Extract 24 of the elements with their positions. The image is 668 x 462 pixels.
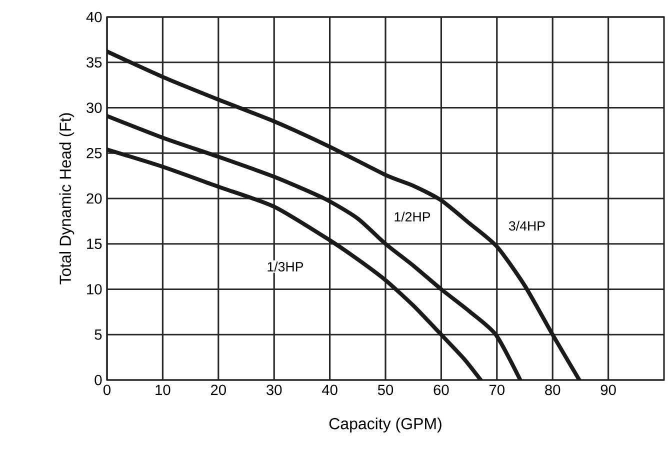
y-tick-label: 40 xyxy=(86,12,102,22)
x-tick-label: 50 xyxy=(378,384,394,396)
y-tick-label: 35 xyxy=(86,57,102,68)
x-tick-label: 70 xyxy=(489,384,504,396)
annotation: 1/3HP xyxy=(268,262,304,272)
x-tick-label: 30 xyxy=(266,384,282,396)
y-tick-label: 15 xyxy=(87,238,102,249)
x-tick-label: 60 xyxy=(434,384,449,396)
y-tick-label: 0 xyxy=(94,374,102,386)
y-tick-label: 5 xyxy=(94,330,102,340)
y-tick-label: 20 xyxy=(86,193,102,204)
annotation: 1/2HP xyxy=(394,212,430,222)
y-tick-label: 30 xyxy=(86,102,102,113)
x-tick-label: 40 xyxy=(322,384,338,396)
y-tick-label: 10 xyxy=(87,284,102,294)
annotation: 3/4HP xyxy=(508,220,545,231)
x-tick-label: 80 xyxy=(545,384,560,396)
x-tick-label: 90 xyxy=(600,384,616,396)
x-axis-title: Capacity (GPM) xyxy=(329,418,442,433)
y-tick-label: 25 xyxy=(86,148,102,158)
x-tick-label: 10 xyxy=(156,384,170,396)
x-tick-label: 20 xyxy=(210,384,226,396)
x-tick-label: 0 xyxy=(103,384,110,396)
y-axis-title: Total Dynamic Head (Ft) xyxy=(59,113,74,284)
